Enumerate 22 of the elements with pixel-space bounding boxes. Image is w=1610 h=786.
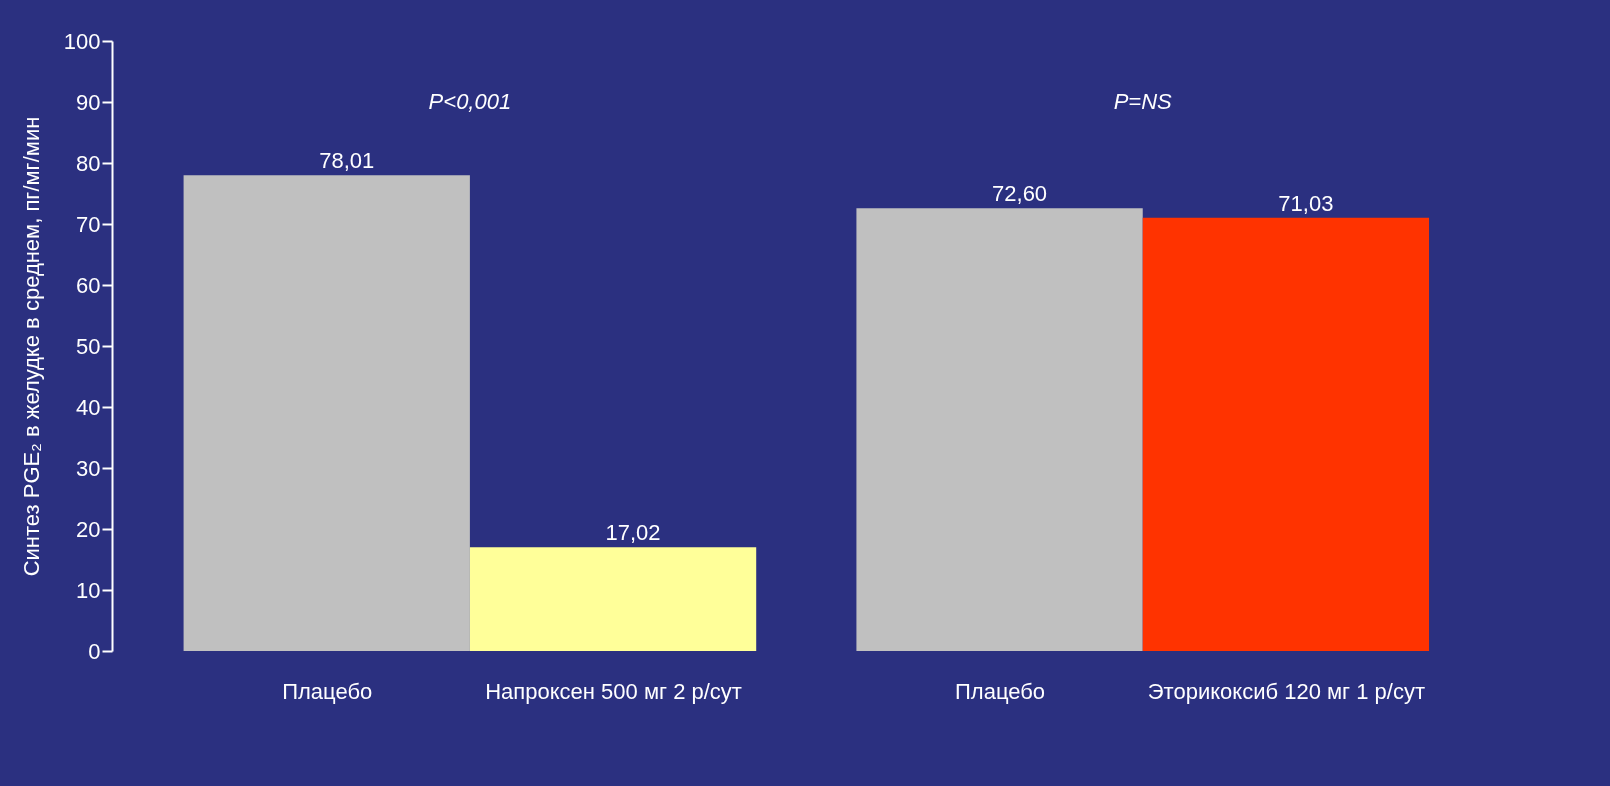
data-label: 17,02 [605, 520, 661, 546]
data-label: 72,60 [992, 181, 1048, 207]
y-tick-label: 40 [76, 394, 101, 420]
data-label: 71,03 [1278, 190, 1334, 216]
y-tick-label: 10 [76, 577, 101, 603]
data-label: 78,01 [319, 148, 375, 174]
y-tick-label: 30 [76, 455, 101, 481]
y-tick-label: 80 [76, 150, 101, 176]
y-tick-label: 20 [76, 516, 101, 542]
y-tick-label: 60 [76, 272, 101, 298]
x-tick-label: Плацебо [955, 678, 1046, 704]
y-axis-title: Синтез PGE₂ в желудке в среднем, пг/мг/мин [18, 116, 44, 577]
y-tick-label: 0 [88, 638, 101, 664]
annotation: P=NS [1113, 89, 1173, 114]
x-tick-label: Напроксен 500 мг 2 р/сут [485, 678, 742, 704]
y-tick-label: 100 [63, 28, 101, 54]
x-tick-label: Эторикоксиб 120 мг 1 р/сут [1147, 678, 1426, 704]
y-tick-label: 70 [76, 211, 101, 237]
y-tick-label: 90 [76, 89, 101, 115]
x-tick-label: Плацебо [282, 678, 373, 704]
y-tick-label: 50 [76, 333, 101, 359]
annotation: P<0,001 [428, 89, 512, 114]
